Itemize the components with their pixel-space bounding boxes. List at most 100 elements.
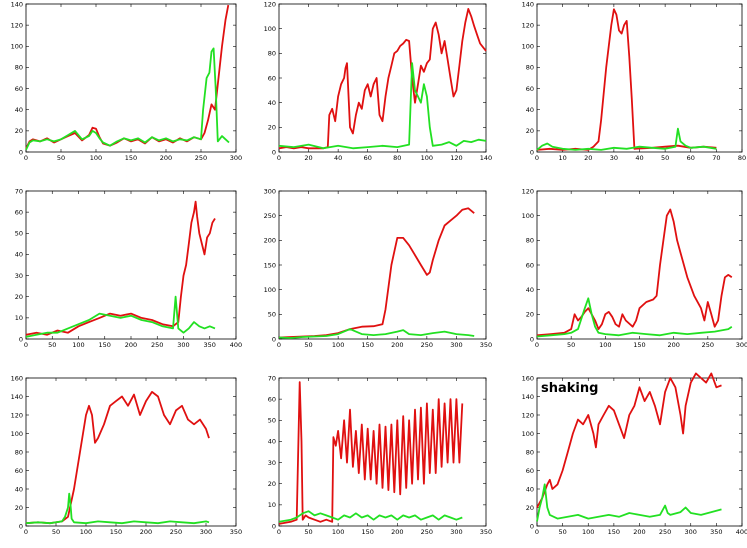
x-tick-label: 0 (535, 528, 539, 536)
red-series-line (278, 381, 464, 525)
red-series-line (278, 207, 475, 339)
x-tick-label: 250 (170, 528, 182, 536)
y-tick-label: 80 (268, 50, 276, 58)
y-tick-label: 160 (522, 374, 534, 382)
y-tick-label: 100 (264, 25, 276, 33)
y-tick-label: 60 (15, 467, 23, 475)
y-tick-label: 20 (268, 124, 276, 132)
red-series-line (536, 208, 733, 337)
x-tick-label: 20 (304, 154, 312, 162)
y-tick-label: 80 (15, 448, 23, 456)
panel-8: 0 50 100 150 200 250 300 350 0 10 20 30 40 50 60 70 (268, 374, 492, 536)
x-tick-label: 100 (90, 154, 102, 162)
x-tick-label: 0 (277, 528, 281, 536)
x-tick-label: 50 (558, 528, 566, 536)
panel-3: 0 10 20 30 40 50 60 70 80 0 20 40 60 80 100 120 140 (522, 0, 747, 162)
y-tick-label: 40 (15, 485, 23, 493)
y-tick-label: 120 (11, 21, 23, 29)
x-tick-label: 250 (151, 341, 163, 349)
x-tick-label: 120 (450, 154, 462, 162)
x-tick-label: 80 (393, 154, 401, 162)
x-tick-label: 50 (57, 154, 65, 162)
y-tick-label: 0 (530, 522, 534, 530)
x-tick-label: 60 (364, 154, 372, 162)
x-tick-label: 0 (24, 341, 28, 349)
y-tick-label: 50 (15, 230, 23, 238)
panel-1: 0 50 100 150 200 250 300 0 20 40 60 80 100 120 140 (11, 0, 243, 162)
y-tick-label: 60 (15, 208, 23, 216)
x-tick-label: 400 (736, 528, 747, 536)
red-series-line (25, 390, 210, 525)
y-tick-label: 20 (526, 127, 534, 135)
y-tick-label: 0 (272, 148, 276, 156)
x-tick-label: 150 (125, 154, 137, 162)
x-tick-label: 200 (160, 154, 172, 162)
x-tick-label: 150 (608, 528, 620, 536)
x-tick-label: 200 (140, 528, 152, 536)
x-tick-label: 200 (391, 528, 403, 536)
y-tick-label: 100 (264, 286, 276, 294)
y-tick-label: 120 (522, 21, 534, 29)
x-tick-label: 300 (177, 341, 189, 349)
y-tick-label: 20 (15, 504, 23, 512)
y-tick-label: 160 (11, 374, 23, 382)
x-tick-label: 70 (712, 154, 720, 162)
y-tick-label: 20 (526, 504, 534, 512)
y-tick-label: 0 (272, 335, 276, 343)
x-tick-label: 60 (687, 154, 695, 162)
x-tick-label: 10 (558, 154, 566, 162)
x-tick-label: 350 (710, 528, 722, 536)
y-tick-label: 120 (522, 411, 534, 419)
green-series-line (536, 483, 722, 522)
x-tick-label: 0 (277, 154, 281, 162)
x-tick-label: 0 (535, 341, 539, 349)
y-tick-label: 60 (15, 85, 23, 93)
x-tick-label: 100 (582, 528, 594, 536)
x-tick-label: 350 (480, 341, 492, 349)
panel-4: 0 50 100 150 200 250 300 350 400 0 10 20 30 40 50 60 70 (15, 187, 242, 349)
y-tick-label: 10 (268, 501, 276, 509)
y-tick-label: 60 (268, 74, 276, 82)
y-tick-label: 20 (268, 480, 276, 488)
red-series-line (25, 4, 230, 150)
green-series-line (536, 127, 717, 151)
y-tick-label: 70 (15, 187, 23, 195)
y-tick-label: 100 (522, 43, 534, 51)
panel-6: 0 50 100 150 200 250 300 0 20 40 60 80 100 120 (522, 187, 747, 349)
x-tick-label: 250 (421, 341, 433, 349)
green-series-line (278, 510, 463, 523)
x-tick-label: 150 (362, 528, 374, 536)
x-tick-label: 400 (230, 341, 242, 349)
y-tick-label: 300 (264, 187, 276, 195)
green-series-line (278, 328, 475, 339)
y-tick-label: 150 (264, 261, 276, 269)
x-tick-label: 150 (633, 341, 645, 349)
x-tick-label: 300 (450, 528, 462, 536)
red-series-line (536, 8, 717, 151)
y-tick-label: 100 (11, 430, 23, 438)
x-tick-label: 350 (230, 528, 242, 536)
x-tick-label: 250 (421, 528, 433, 536)
green-series-line (25, 492, 210, 525)
x-tick-label: 250 (659, 528, 671, 536)
plot-frame (25, 190, 237, 340)
x-tick-label: 250 (702, 341, 714, 349)
x-tick-label: 250 (195, 154, 207, 162)
annotation-label: shaking (541, 381, 598, 396)
y-tick-label: 60 (526, 85, 534, 93)
y-tick-label: 100 (522, 430, 534, 438)
y-tick-label: 0 (19, 522, 23, 530)
x-tick-label: 50 (661, 154, 669, 162)
y-tick-label: 40 (526, 286, 534, 294)
red-series-line (25, 200, 216, 336)
green-series-line (536, 297, 733, 338)
y-tick-label: 40 (15, 106, 23, 114)
y-tick-label: 200 (264, 237, 276, 245)
x-tick-label: 200 (667, 341, 679, 349)
y-tick-label: 20 (526, 311, 534, 319)
x-tick-label: 300 (450, 341, 462, 349)
green-series-line (25, 47, 230, 151)
x-tick-label: 0 (277, 341, 281, 349)
y-tick-label: 20 (15, 127, 23, 135)
y-tick-label: 40 (268, 438, 276, 446)
